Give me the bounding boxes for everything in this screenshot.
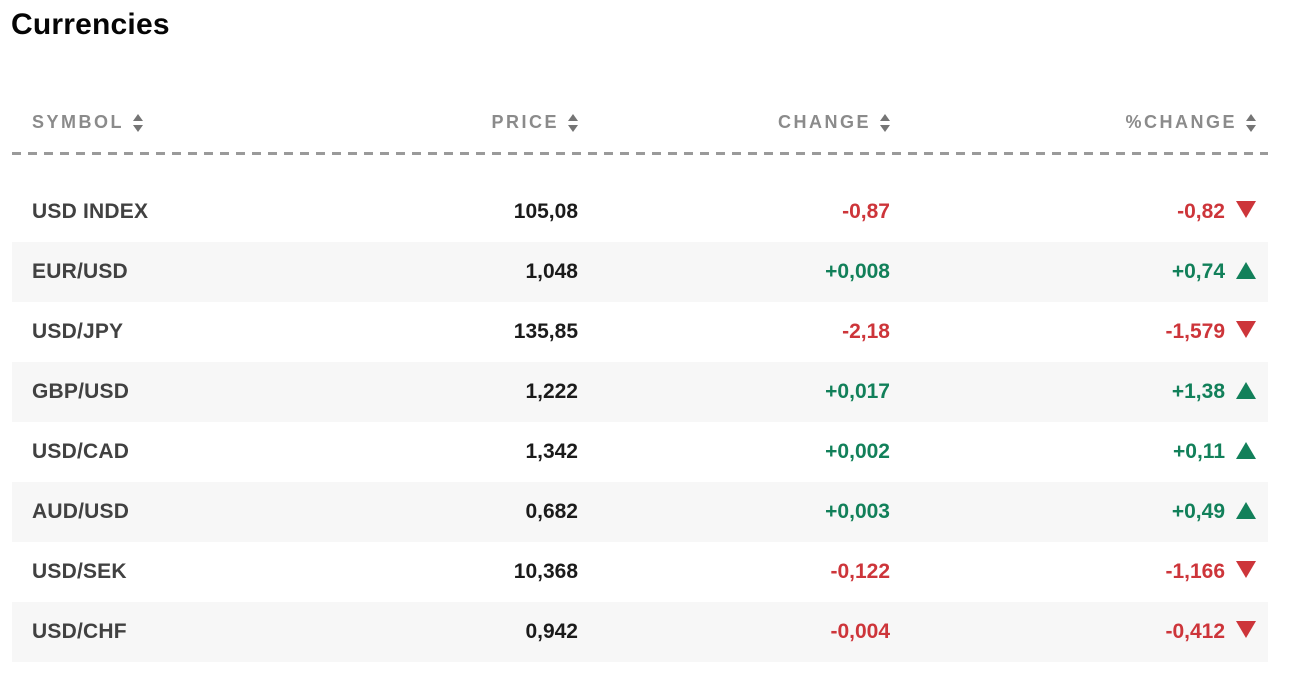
price-cell: 1,222 — [525, 380, 578, 403]
table-header-row: SYMBOL PRICE CHANGE %CHANGE — [12, 104, 1268, 140]
pct-change-value: -0,412 — [1165, 620, 1225, 643]
table-row[interactable]: GBP/USD 1,222 +0,017 +1,38 — [12, 362, 1268, 422]
pct-change-cell: -1,579 — [890, 320, 1268, 344]
table-row[interactable]: USD/JPY 135,85 -2,18 -1,579 — [12, 302, 1268, 362]
table-row[interactable]: USD/CHF 0,942 -0,004 -0,412 — [12, 602, 1268, 662]
price-cell: 10,368 — [513, 560, 578, 583]
down-triangle-icon — [1236, 621, 1256, 638]
pct-change-value: -1,579 — [1165, 320, 1225, 343]
pct-change-value: -0,82 — [1177, 200, 1225, 223]
price-cell: 135,85 — [513, 320, 578, 343]
column-header-label: CHANGE — [777, 111, 871, 132]
symbol-link[interactable]: GBP/USD — [32, 380, 130, 403]
sort-arrows-icon — [133, 113, 144, 132]
price-cell: 0,682 — [525, 500, 578, 523]
pct-change-value: +0,74 — [1171, 260, 1225, 283]
table-body: USD INDEX 105,08 -0,87 -0,82 EUR/USD 1,0… — [12, 182, 1268, 662]
symbol-link[interactable]: AUD/USD — [32, 500, 130, 523]
symbol-link[interactable]: USD INDEX — [32, 200, 149, 223]
change-cell: -0,87 — [842, 200, 890, 223]
column-header-label: %CHANGE — [1125, 111, 1237, 132]
change-cell: +0,008 — [825, 260, 890, 283]
change-cell: -2,18 — [842, 320, 890, 343]
change-cell: +0,003 — [825, 500, 890, 523]
pct-change-value: +1,38 — [1171, 380, 1225, 403]
change-cell: -0,004 — [830, 620, 890, 643]
change-cell: +0,017 — [825, 380, 890, 403]
column-header-pct-change[interactable]: %CHANGE — [890, 112, 1268, 133]
pct-change-cell: -1,166 — [890, 560, 1268, 584]
symbol-link[interactable]: USD/JPY — [32, 320, 124, 343]
column-header-change[interactable]: CHANGE — [578, 112, 890, 133]
price-cell: 1,048 — [525, 260, 578, 283]
sort-arrows-icon — [568, 113, 578, 132]
pct-change-cell: -0,82 — [890, 200, 1268, 224]
pct-change-cell: -0,412 — [890, 620, 1268, 644]
up-triangle-icon — [1236, 262, 1256, 279]
pct-change-cell: +0,74 — [890, 260, 1268, 284]
page-title: Currencies — [11, 8, 170, 41]
table-row[interactable]: EUR/USD 1,048 +0,008 +0,74 — [12, 242, 1268, 302]
header-divider — [12, 152, 1268, 155]
column-header-label: SYMBOL — [32, 111, 125, 132]
pct-change-value: +0,49 — [1171, 500, 1225, 523]
currencies-widget: Currencies SYMBOL PRICE CHANGE %CHANGE U… — [0, 6, 1292, 680]
symbol-link[interactable]: EUR/USD — [32, 260, 128, 283]
pct-change-cell: +0,11 — [890, 440, 1268, 464]
table-row[interactable]: USD/SEK 10,368 -0,122 -1,166 — [12, 542, 1268, 602]
price-cell: 1,342 — [525, 440, 578, 463]
pct-change-cell: +0,49 — [890, 500, 1268, 524]
symbol-link[interactable]: USD/SEK — [32, 560, 127, 583]
down-triangle-icon — [1236, 321, 1256, 338]
pct-change-cell: +1,38 — [890, 380, 1268, 404]
change-cell: +0,002 — [825, 440, 890, 463]
table-row[interactable]: AUD/USD 0,682 +0,003 +0,49 — [12, 482, 1268, 542]
up-triangle-icon — [1236, 502, 1256, 519]
pct-change-value: -1,166 — [1165, 560, 1225, 583]
price-cell: 0,942 — [525, 620, 578, 643]
down-triangle-icon — [1236, 561, 1256, 578]
symbol-link[interactable]: USD/CHF — [32, 620, 127, 643]
sort-arrows-icon — [880, 113, 890, 132]
up-triangle-icon — [1236, 442, 1256, 459]
down-triangle-icon — [1236, 201, 1256, 218]
sort-arrows-icon — [1246, 113, 1256, 132]
symbol-link[interactable]: USD/CAD — [32, 440, 130, 463]
currencies-table: SYMBOL PRICE CHANGE %CHANGE USD INDEX 10… — [12, 104, 1268, 662]
change-cell: -0,122 — [830, 560, 890, 583]
column-header-price[interactable]: PRICE — [228, 112, 578, 133]
price-cell: 105,08 — [513, 200, 578, 223]
up-triangle-icon — [1236, 382, 1256, 399]
column-header-symbol[interactable]: SYMBOL — [12, 112, 228, 133]
column-header-label: PRICE — [491, 111, 559, 132]
table-row[interactable]: USD INDEX 105,08 -0,87 -0,82 — [12, 182, 1268, 242]
pct-change-value: +0,11 — [1173, 440, 1225, 463]
table-row[interactable]: USD/CAD 1,342 +0,002 +0,11 — [12, 422, 1268, 482]
